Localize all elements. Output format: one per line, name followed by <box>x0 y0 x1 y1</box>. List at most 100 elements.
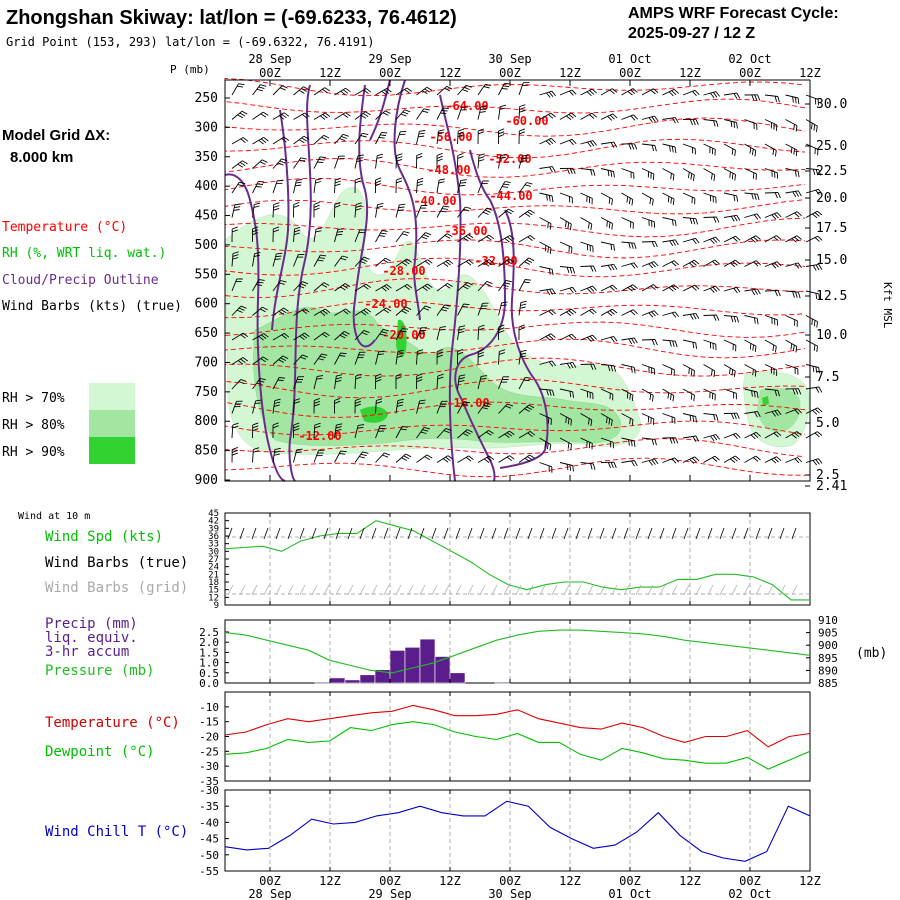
wind-barb-grid <box>251 584 258 596</box>
wind-barb <box>559 217 572 225</box>
wind-barb-feather <box>692 238 697 245</box>
wind-barb <box>559 192 573 198</box>
wind-barb-feather <box>519 306 526 309</box>
wind-barb <box>744 119 757 125</box>
wind-barb-feather <box>672 174 675 181</box>
wind-barb-feather <box>572 287 577 293</box>
wind-barb-feather <box>607 265 612 271</box>
model-grid-value: 8.000 km <box>10 149 73 166</box>
wind-barb-true <box>731 527 737 540</box>
wind-barb-feather <box>280 357 287 361</box>
wind-barb-feather <box>486 280 493 285</box>
wind-barb-feather <box>401 457 408 461</box>
wind-barb-feather <box>504 433 510 439</box>
wind-barb <box>559 437 572 445</box>
wind-barb-feather <box>749 343 752 350</box>
wind-barb-feather <box>342 113 349 118</box>
wind-barb <box>662 413 675 419</box>
top-hour-label: 12Z <box>679 66 701 80</box>
wind-barb-feather <box>551 269 554 276</box>
wind-barb <box>518 351 522 365</box>
wind-barb-true <box>587 527 593 540</box>
wind-barb-feather <box>375 183 382 187</box>
wind-barb-feather <box>238 83 245 86</box>
wind-barb <box>477 402 486 414</box>
wind-barb-feather <box>294 226 301 230</box>
height-axis-label: Kft MSL <box>881 282 894 329</box>
wind-barb <box>457 455 469 463</box>
wind-barb <box>231 401 237 414</box>
wind-barb-feather <box>238 307 245 311</box>
wind-barb <box>682 284 695 292</box>
wind-barb-feather <box>260 113 267 118</box>
wind-barb-feather <box>258 380 265 383</box>
pressure-tick-label: 650 <box>195 326 218 341</box>
wind-barb <box>682 143 696 149</box>
wind-barb <box>293 254 299 267</box>
wind-barb <box>580 285 593 292</box>
wind-barb-feather <box>790 343 793 350</box>
wind-barb-feather <box>565 416 567 423</box>
wind-barb-feather <box>547 222 549 229</box>
wind-barb-feather <box>262 111 269 116</box>
wind-barb <box>744 431 757 439</box>
wind-barb-feather <box>690 369 693 376</box>
wind-barb-feather <box>549 223 552 230</box>
wind-barb-feather <box>733 93 738 99</box>
wind-barb-feather <box>301 88 307 92</box>
wind-barb-feather <box>569 168 573 175</box>
wind-barb-feather <box>610 170 613 177</box>
temperature-contour <box>224 357 806 377</box>
wind-barb-feather <box>478 128 484 132</box>
wind-barb-feather <box>277 379 284 382</box>
wind-barb-feather <box>524 457 531 462</box>
wind-barb-feather <box>321 353 328 356</box>
wind-barb-feather <box>239 162 246 166</box>
precip-tick-label: 0.0 <box>199 677 219 690</box>
wind-barb <box>518 257 530 267</box>
wind-barb <box>334 308 346 316</box>
wind-barb-feather <box>504 282 511 285</box>
wind-barb-feather <box>234 206 241 209</box>
wind-barb-feather <box>336 233 343 236</box>
wind-barb-feather <box>736 287 741 293</box>
pressure-unit-label: (mb) <box>856 646 887 661</box>
wind-barb <box>539 413 552 420</box>
wind-barb-feather <box>498 327 505 331</box>
wind-barb-feather <box>609 89 615 95</box>
wind-barb-feather <box>457 152 464 156</box>
wind-barb <box>252 279 260 292</box>
wind-barb <box>539 437 552 445</box>
wind-barb-feather <box>318 257 325 259</box>
wind-barb <box>518 235 531 243</box>
wind-barb <box>805 315 818 322</box>
model-grid-label: Model Grid ΔX: <box>2 127 110 144</box>
wind-barb-feather <box>281 85 288 89</box>
wind-barb-feather <box>730 316 734 323</box>
wind-barb <box>354 330 365 341</box>
wind-barb <box>313 112 326 120</box>
wind-barb-feather <box>499 349 506 352</box>
wind-barb-feather <box>797 190 802 197</box>
wind-barb <box>580 192 593 199</box>
wind-barb-feather <box>526 259 533 263</box>
wind-barb <box>498 455 510 463</box>
wind-barb <box>703 314 717 316</box>
wind-barb-true <box>515 527 521 540</box>
wind-barb-feather <box>732 457 738 462</box>
wind-barb-feather <box>323 282 330 286</box>
windchill-tick-label: -50 <box>199 849 219 862</box>
wind-barb-feather <box>260 138 267 143</box>
wind-barb-feather <box>728 368 731 375</box>
wind-barb-feather <box>301 309 308 315</box>
wind-barb-feather <box>776 431 782 436</box>
wind-barb-feather <box>363 89 369 95</box>
wind-barb-feather <box>628 439 630 446</box>
wind-barb-feather <box>757 411 761 418</box>
wind-barb <box>375 204 378 218</box>
wind-barb-feather <box>589 114 595 119</box>
wind-barb-feather <box>396 156 403 159</box>
wind-barb-feather <box>520 303 527 306</box>
wind-barb-feather <box>506 456 513 462</box>
